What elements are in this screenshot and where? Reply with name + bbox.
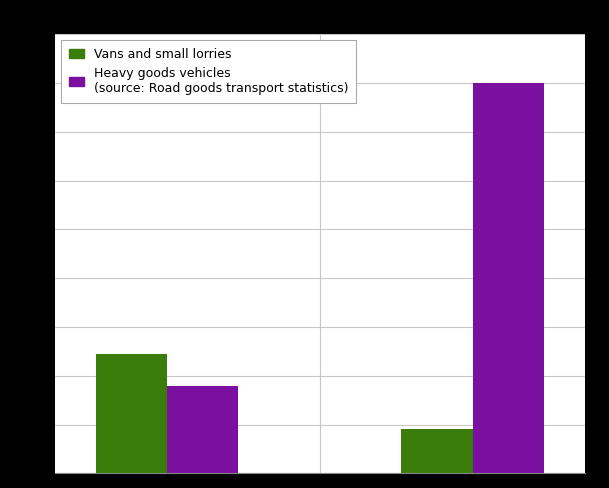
Bar	[96, 354, 167, 473]
Bar	[473, 83, 544, 473]
Bar	[401, 429, 473, 473]
Legend: Vans and small lorries, Heavy goods vehicles
(source: Road goods transport stati: Vans and small lorries, Heavy goods vehi…	[61, 41, 356, 102]
Bar	[167, 386, 238, 473]
